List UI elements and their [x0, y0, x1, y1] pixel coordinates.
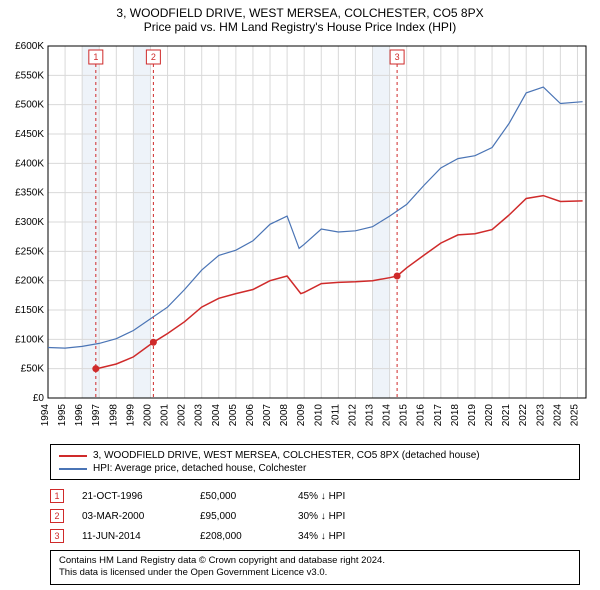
- svg-text:1: 1: [93, 52, 98, 62]
- svg-text:2004: 2004: [211, 404, 222, 427]
- legend-label-price: 3, WOODFIELD DRIVE, WEST MERSEA, COLCHES…: [93, 450, 480, 461]
- svg-text:£450K: £450K: [15, 129, 44, 140]
- legend-label-hpi: HPI: Average price, detached house, Colc…: [93, 463, 306, 474]
- event-row-2: 2 03-MAR-2000 £95,000 30% ↓ HPI: [50, 506, 580, 526]
- svg-text:2006: 2006: [245, 404, 256, 427]
- svg-text:£100K: £100K: [15, 334, 44, 345]
- event-date-3: 11-JUN-2014: [82, 531, 182, 542]
- svg-text:2007: 2007: [262, 404, 273, 427]
- event-row-3: 3 11-JUN-2014 £208,000 34% ↓ HPI: [50, 526, 580, 546]
- legend-swatch-hpi: [59, 468, 87, 470]
- event-row-1: 1 21-OCT-1996 £50,000 45% ↓ HPI: [50, 486, 580, 506]
- svg-text:£550K: £550K: [15, 70, 44, 81]
- event-price-2: £95,000: [200, 511, 280, 522]
- svg-text:1998: 1998: [108, 404, 119, 427]
- svg-text:2: 2: [151, 52, 156, 62]
- svg-text:£400K: £400K: [15, 158, 44, 169]
- svg-text:2003: 2003: [194, 404, 205, 427]
- svg-text:2012: 2012: [347, 404, 358, 427]
- svg-text:2019: 2019: [467, 404, 478, 427]
- svg-text:2002: 2002: [177, 404, 188, 427]
- svg-text:1995: 1995: [57, 404, 68, 427]
- svg-text:£200K: £200K: [15, 276, 44, 287]
- chart-svg: £0 £50K £100K £150K £200K £250K £300K £350K £400…: [0, 38, 600, 438]
- svg-text:2008: 2008: [279, 404, 290, 427]
- svg-text:2025: 2025: [569, 404, 580, 427]
- event-list: 1 21-OCT-1996 £50,000 45% ↓ HPI 2 03-MAR…: [50, 486, 580, 546]
- svg-text:2010: 2010: [313, 404, 324, 427]
- svg-text:2023: 2023: [535, 404, 546, 427]
- svg-text:£150K: £150K: [15, 305, 44, 316]
- chart-area: £0 £50K £100K £150K £200K £250K £300K £350K £400…: [0, 38, 600, 438]
- legend-swatch-price: [59, 455, 87, 457]
- svg-text:2022: 2022: [518, 404, 529, 427]
- footer-line-1: Contains HM Land Registry data © Crown c…: [59, 555, 571, 567]
- svg-text:1999: 1999: [125, 404, 136, 427]
- svg-text:£600K: £600K: [15, 41, 44, 52]
- svg-text:2024: 2024: [552, 404, 563, 427]
- svg-text:2013: 2013: [365, 404, 376, 427]
- legend-row-price: 3, WOODFIELD DRIVE, WEST MERSEA, COLCHES…: [59, 449, 571, 462]
- svg-text:2000: 2000: [142, 404, 153, 427]
- event-marker-1: 1: [50, 489, 64, 503]
- footer-line-2: This data is licensed under the Open Gov…: [59, 567, 571, 579]
- svg-text:2017: 2017: [433, 404, 444, 427]
- svg-text:£0: £0: [33, 393, 45, 404]
- svg-text:2016: 2016: [416, 404, 427, 427]
- event-marker-2: 2: [50, 509, 64, 523]
- svg-text:2014: 2014: [382, 404, 393, 427]
- svg-text:3: 3: [395, 52, 400, 62]
- svg-text:2005: 2005: [228, 404, 239, 427]
- title-block: 3, WOODFIELD DRIVE, WEST MERSEA, COLCHES…: [0, 0, 600, 38]
- svg-text:£300K: £300K: [15, 217, 44, 228]
- legend-row-hpi: HPI: Average price, detached house, Colc…: [59, 462, 571, 475]
- event-price-3: £208,000: [200, 531, 280, 542]
- event-diff-3: 34% ↓ HPI: [298, 531, 398, 542]
- event-marker-3: 3: [50, 529, 64, 543]
- svg-text:2001: 2001: [160, 404, 171, 427]
- svg-text:2021: 2021: [501, 404, 512, 427]
- title-line-2: Price paid vs. HM Land Registry's House …: [0, 20, 600, 34]
- svg-text:1994: 1994: [40, 404, 51, 427]
- legend-box: 3, WOODFIELD DRIVE, WEST MERSEA, COLCHES…: [50, 444, 580, 480]
- svg-text:£50K: £50K: [21, 364, 45, 375]
- chart-container: 3, WOODFIELD DRIVE, WEST MERSEA, COLCHES…: [0, 0, 600, 590]
- svg-text:2015: 2015: [399, 404, 410, 427]
- event-date-2: 03-MAR-2000: [82, 511, 182, 522]
- svg-text:1997: 1997: [91, 404, 102, 427]
- svg-text:2009: 2009: [296, 404, 307, 427]
- svg-text:1996: 1996: [74, 404, 85, 427]
- event-diff-1: 45% ↓ HPI: [298, 491, 398, 502]
- svg-text:2011: 2011: [330, 404, 341, 426]
- svg-text:£500K: £500K: [15, 100, 44, 111]
- svg-text:2020: 2020: [484, 404, 495, 427]
- svg-text:£350K: £350K: [15, 188, 44, 199]
- svg-text:2018: 2018: [450, 404, 461, 427]
- footer-box: Contains HM Land Registry data © Crown c…: [50, 550, 580, 585]
- event-diff-2: 30% ↓ HPI: [298, 511, 398, 522]
- event-price-1: £50,000: [200, 491, 280, 502]
- title-line-1: 3, WOODFIELD DRIVE, WEST MERSEA, COLCHES…: [0, 6, 600, 20]
- svg-text:£250K: £250K: [15, 246, 44, 257]
- event-date-1: 21-OCT-1996: [82, 491, 182, 502]
